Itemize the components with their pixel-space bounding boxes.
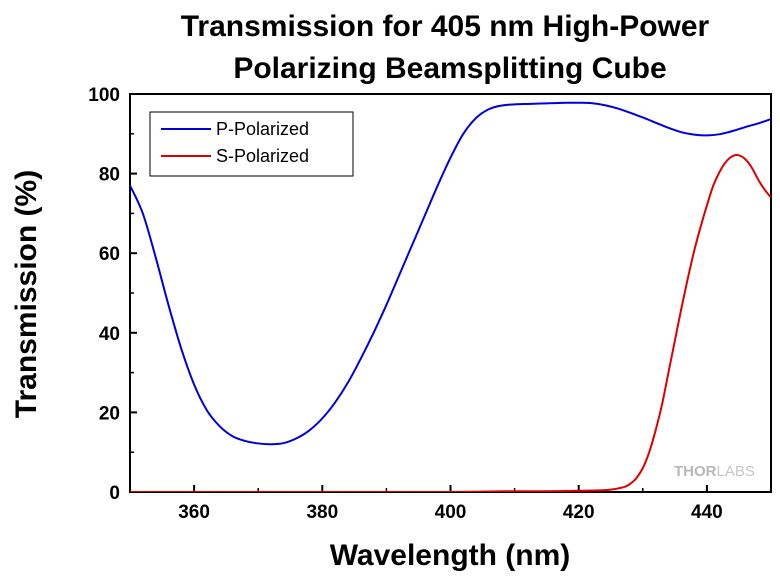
x-tick-label: 400 bbox=[435, 502, 467, 523]
x-tick-label: 360 bbox=[178, 502, 210, 523]
chart-title-line-2: Polarizing Beamsplitting Cube bbox=[233, 52, 666, 85]
series-line-s-polarized bbox=[130, 154, 771, 492]
y-tick-label: 100 bbox=[88, 85, 120, 106]
logo-text-thor: THOR bbox=[674, 463, 717, 480]
y-axis-label: Transmission (%) bbox=[10, 170, 43, 418]
series-layer bbox=[130, 101, 771, 492]
legend-label-s-polarized: S-Polarized bbox=[216, 146, 309, 166]
x-tick-label: 440 bbox=[691, 502, 723, 523]
series-line-p-polarized bbox=[130, 101, 771, 446]
y-tick-label: 0 bbox=[109, 483, 120, 504]
x-axis-label: Wavelength (nm) bbox=[330, 539, 571, 572]
y-tick-label: 20 bbox=[99, 403, 120, 424]
y-tick-label: 60 bbox=[99, 244, 120, 265]
chart-title-line-1: Transmission for 405 nm High-Power bbox=[181, 10, 710, 43]
legend: P-Polarized S-Polarized bbox=[149, 111, 354, 177]
y-tick-label: 40 bbox=[99, 324, 120, 345]
legend-box bbox=[149, 111, 354, 177]
legend-label-p-polarized: P-Polarized bbox=[216, 119, 309, 139]
logo-text-labs: LABS bbox=[717, 463, 755, 480]
thorlabs-logo: THORLABS bbox=[674, 463, 755, 480]
svg-text:THORLABS: THORLABS bbox=[674, 463, 755, 480]
x-tick-label: 380 bbox=[306, 502, 338, 523]
y-tick-label: 80 bbox=[99, 165, 120, 186]
x-tick-label: 420 bbox=[563, 502, 595, 523]
